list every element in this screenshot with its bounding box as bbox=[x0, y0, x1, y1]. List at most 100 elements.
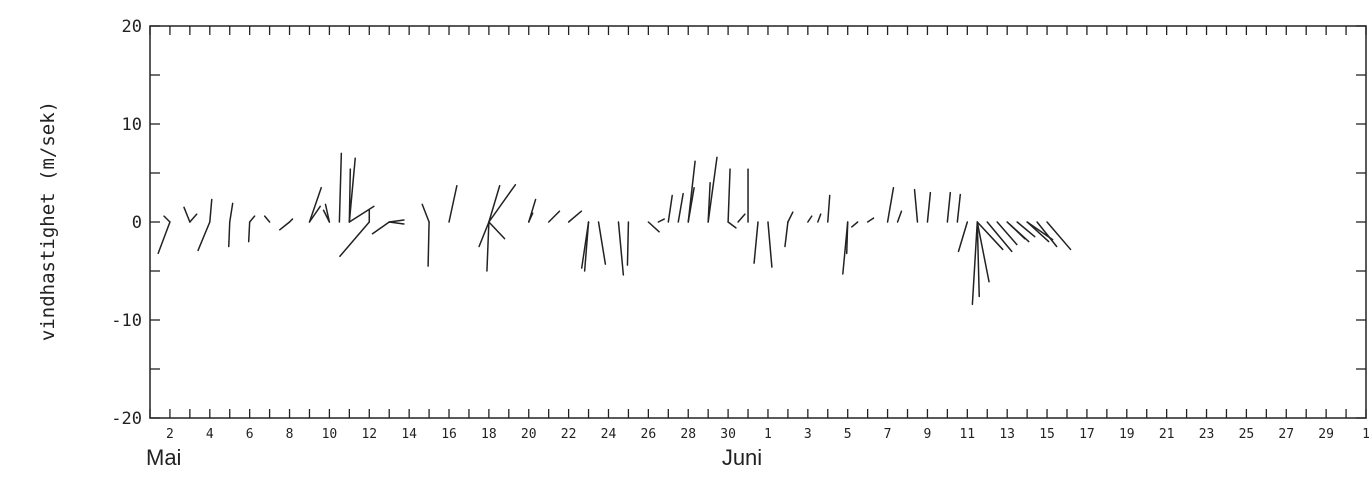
wind-stick bbox=[324, 203, 331, 223]
x-tick-label: 28 bbox=[680, 427, 696, 442]
wind-stick bbox=[807, 215, 813, 223]
x-tick-label: 19 bbox=[1119, 427, 1135, 442]
wind-stick bbox=[753, 221, 759, 264]
wind-stick bbox=[197, 221, 211, 252]
wind-stick bbox=[348, 157, 356, 223]
wind-stick bbox=[486, 221, 490, 272]
x-axis: 2 4 6 8 10 12 14 16 18 20 22 24 26 28 30 1 3 5 7 9 11 13 15 17 1… bbox=[149, 26, 1369, 442]
wind-stick bbox=[976, 221, 1004, 251]
wind-stick bbox=[1036, 221, 1058, 248]
wind-stick bbox=[448, 184, 458, 223]
x-tick-label: 14 bbox=[401, 427, 417, 442]
month-label-mai: Mai bbox=[146, 445, 181, 470]
wind-stick bbox=[827, 194, 831, 223]
wind-stick bbox=[767, 221, 773, 268]
wind-stick bbox=[371, 221, 390, 235]
wind-stick bbox=[547, 210, 561, 223]
wind-stick bbox=[667, 194, 673, 223]
wind-stick bbox=[488, 221, 506, 240]
wind-stick bbox=[784, 221, 789, 248]
wind-stick bbox=[737, 213, 746, 223]
y-tick-label: 20 bbox=[122, 17, 142, 37]
x-tick-label: 29 bbox=[1318, 427, 1334, 442]
wind-stick bbox=[976, 221, 980, 298]
wind-stick bbox=[647, 221, 660, 233]
y-tick-label: -10 bbox=[111, 311, 142, 331]
wind-stick bbox=[727, 168, 731, 223]
wind-stick bbox=[996, 221, 1018, 246]
wind-stick bbox=[427, 221, 430, 267]
wind-stick bbox=[657, 218, 665, 223]
x-tick-label: 4 bbox=[206, 427, 214, 442]
wind-stick bbox=[339, 221, 371, 258]
x-tick-label: 1 bbox=[764, 427, 772, 442]
x-tick-label: 8 bbox=[286, 427, 294, 442]
wind-stick bbox=[528, 198, 537, 223]
x-tick-label: 10 bbox=[322, 427, 338, 442]
y-tick-label: -20 bbox=[111, 409, 142, 429]
wind-stick bbox=[183, 206, 191, 223]
x-tick-label: 13 bbox=[999, 427, 1015, 442]
wind-stick bbox=[228, 202, 234, 223]
wind-stick bbox=[851, 221, 859, 228]
wind-stick bbox=[1046, 221, 1072, 251]
x-tick-label: 18 bbox=[481, 427, 497, 442]
wind-stick bbox=[209, 198, 213, 223]
wind-stick bbox=[866, 217, 875, 223]
x-tick-label: 22 bbox=[561, 427, 577, 442]
wind-stick bbox=[248, 215, 256, 223]
wind-stick bbox=[1016, 221, 1036, 238]
wind-stick bbox=[421, 203, 430, 223]
wind-stick bbox=[956, 193, 962, 223]
x-tick-label: 20 bbox=[521, 427, 537, 442]
wind-stick bbox=[971, 221, 979, 306]
wind-stick bbox=[896, 210, 903, 223]
y-axis-label: vindhastighet (m/sek) bbox=[37, 101, 59, 341]
wind-stick bbox=[583, 221, 590, 272]
wind-stick bbox=[163, 215, 171, 223]
wind-stick bbox=[308, 186, 322, 223]
wind-stick bbox=[626, 221, 630, 266]
x-tick-label: 2 bbox=[166, 427, 174, 442]
wind-stick bbox=[913, 188, 919, 223]
wind-stick bbox=[488, 184, 501, 223]
wind-stick bbox=[228, 221, 231, 248]
wind-stick bbox=[263, 215, 271, 223]
x-tick-label: 21 bbox=[1159, 427, 1175, 442]
x-tick-label: 16 bbox=[441, 427, 457, 442]
wind-stick bbox=[957, 221, 969, 253]
wind-stick bbox=[677, 192, 684, 223]
wind-stick bbox=[288, 218, 294, 223]
x-tick-label: 5 bbox=[844, 427, 852, 442]
wind-stick bbox=[842, 221, 849, 275]
wind-stick bbox=[986, 221, 1013, 253]
wind-stick bbox=[278, 221, 291, 231]
x-tick-label: 23 bbox=[1199, 427, 1215, 442]
x-tick-label: 3 bbox=[804, 427, 812, 442]
x-tick-label: 17 bbox=[1079, 427, 1095, 442]
y-tick-label: 0 bbox=[132, 213, 142, 233]
x-tick-label: 6 bbox=[246, 427, 254, 442]
x-tick-label: 24 bbox=[601, 427, 617, 442]
wind-stick bbox=[478, 221, 490, 248]
wind-stick bbox=[926, 191, 932, 223]
wind-stick bbox=[567, 210, 583, 223]
x-tick-label: 7 bbox=[884, 427, 892, 442]
x-tick-label: 27 bbox=[1278, 427, 1294, 442]
wind-stick bbox=[976, 221, 990, 283]
wind-stick bbox=[247, 221, 251, 243]
x-tick-label: 9 bbox=[924, 427, 932, 442]
wind-stick bbox=[817, 213, 822, 223]
wind-stick bbox=[886, 186, 895, 223]
wind-stick bbox=[488, 184, 517, 223]
wind-stick bbox=[308, 205, 322, 223]
wind-stick bbox=[348, 205, 375, 223]
wind-sticks bbox=[157, 152, 1072, 306]
x-tick-label: 26 bbox=[641, 427, 657, 442]
wind-stick bbox=[727, 221, 737, 229]
x-tick-label: 11 bbox=[959, 427, 975, 442]
wind-stick bbox=[597, 221, 607, 265]
x-tick-label: 1 bbox=[1362, 427, 1369, 442]
wind-stick bbox=[189, 213, 198, 223]
